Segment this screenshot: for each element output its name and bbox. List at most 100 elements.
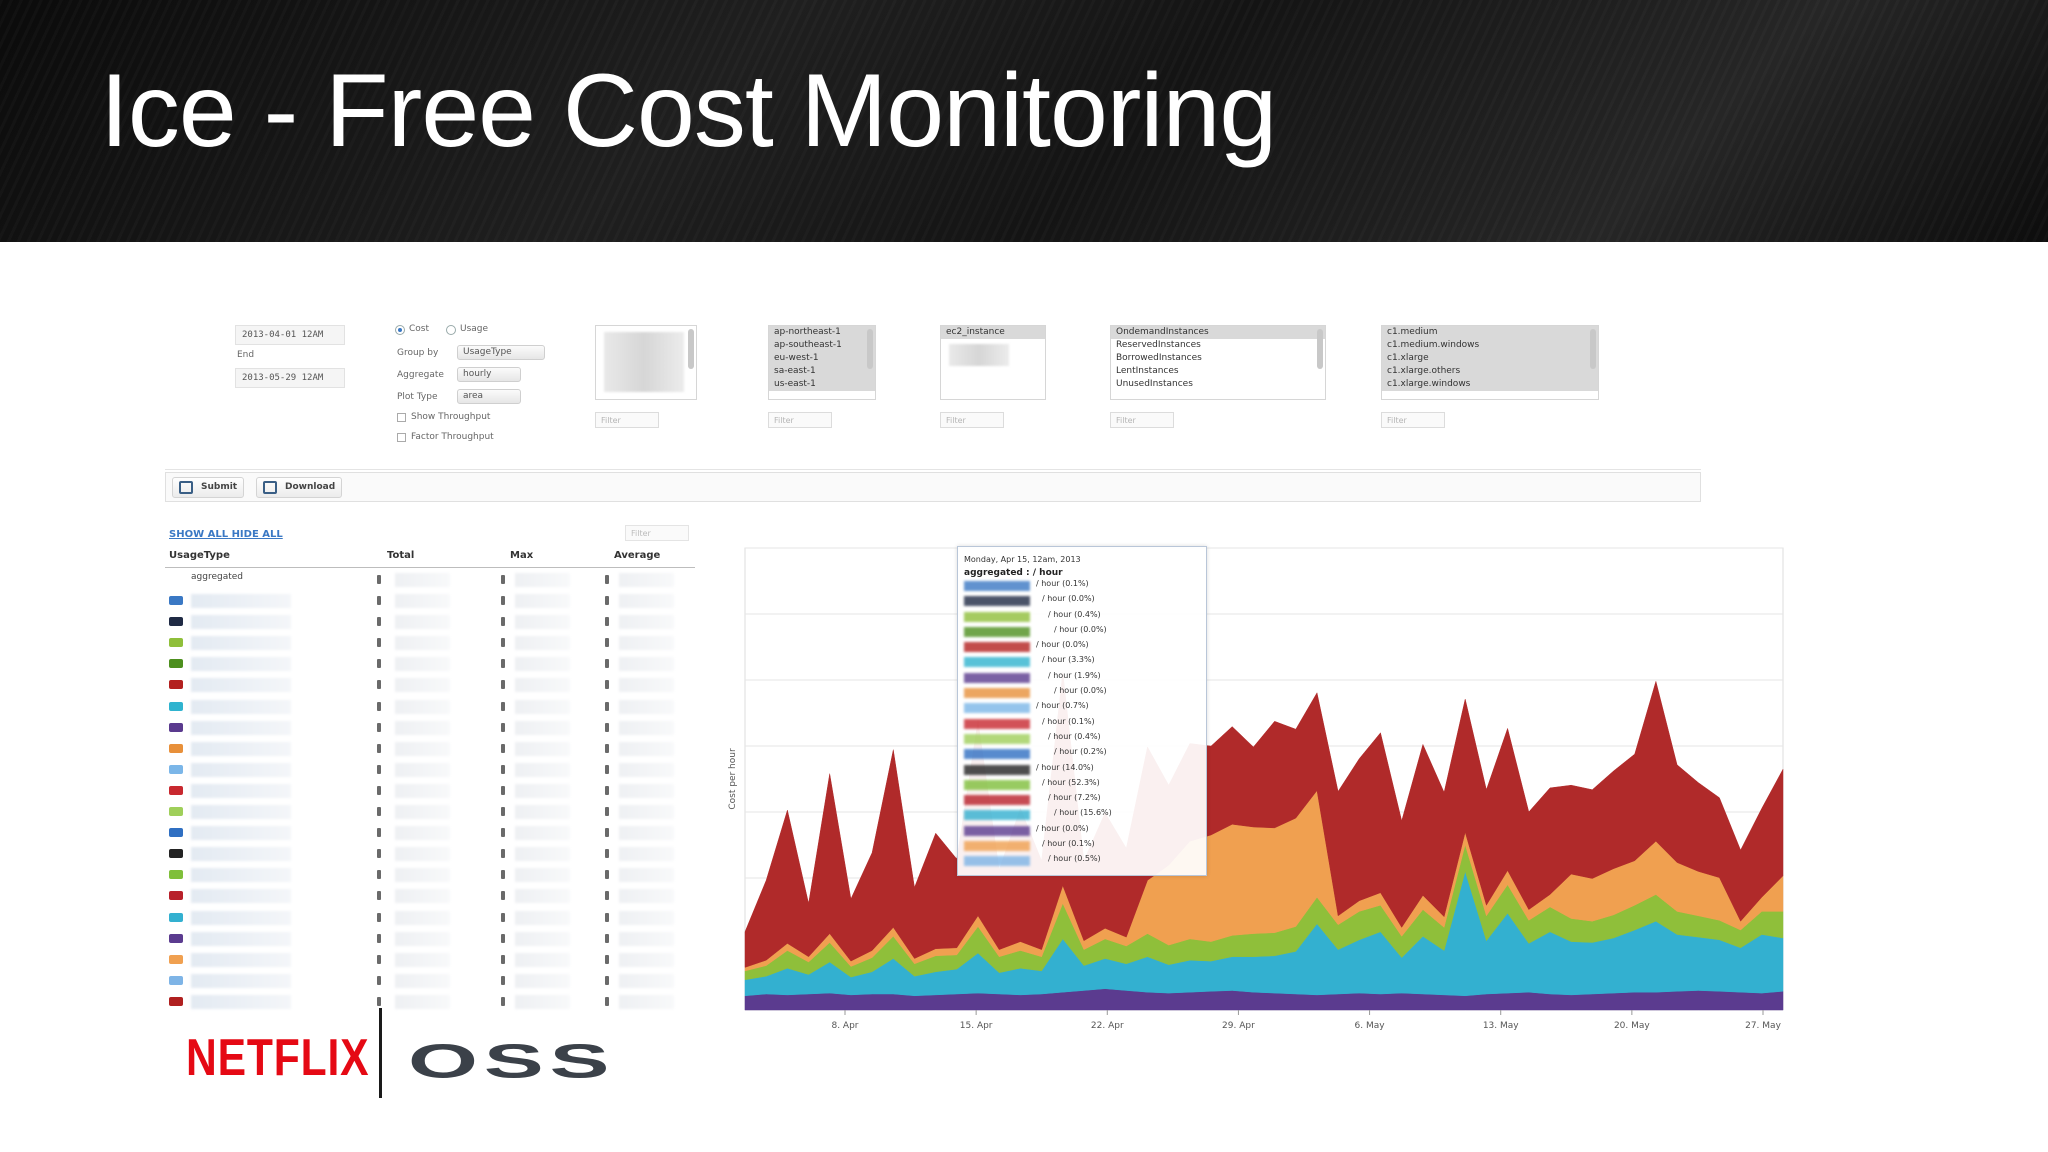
series-swatch[interactable] xyxy=(169,954,183,964)
legend-row[interactable] xyxy=(165,823,695,844)
region-option[interactable]: ap-northeast-1 xyxy=(769,326,875,339)
x-tick-label: 15. Apr xyxy=(960,1021,993,1031)
x-tick-label: 8. Apr xyxy=(831,1021,858,1031)
cost-radio[interactable] xyxy=(395,325,405,335)
series-swatch[interactable] xyxy=(169,975,183,985)
region-filter[interactable]: Filter xyxy=(768,412,832,428)
region-option[interactable]: ap-southeast-1 xyxy=(769,339,875,352)
region-option[interactable]: eu-west-1 xyxy=(769,352,875,365)
operation-option[interactable]: BorrowedInstances xyxy=(1111,352,1325,365)
col-average[interactable]: Average xyxy=(614,550,661,561)
show-throughput-checkbox[interactable] xyxy=(397,413,406,422)
legend-row[interactable] xyxy=(165,718,695,739)
operation-option[interactable]: OndemandInstances xyxy=(1111,326,1325,339)
redacted-cell xyxy=(515,594,570,608)
series-swatch[interactable] xyxy=(169,996,183,1006)
plot-type-select[interactable]: area xyxy=(457,389,521,404)
series-swatch[interactable] xyxy=(169,870,183,880)
arrow-icon xyxy=(605,807,609,816)
product-option[interactable]: ec2_instance xyxy=(941,326,1045,339)
legend-row-aggregated[interactable]: aggregated xyxy=(165,570,695,591)
series-swatch[interactable] xyxy=(169,912,183,922)
redacted-series-name xyxy=(964,764,1030,775)
start-date-field[interactable]: 2013-04-01 12AM xyxy=(235,325,345,345)
aggregate-select[interactable]: hourly xyxy=(457,367,521,382)
legend-row[interactable] xyxy=(165,929,695,950)
series-swatch[interactable] xyxy=(169,849,183,859)
redacted-cell xyxy=(515,762,570,777)
legend-row[interactable] xyxy=(165,633,695,654)
col-usagetype[interactable]: UsageType xyxy=(169,550,230,561)
legend-row[interactable] xyxy=(165,802,695,823)
series-swatch[interactable] xyxy=(169,807,183,816)
legend-row[interactable] xyxy=(165,697,695,718)
product-listbox[interactable]: ec2_instance xyxy=(940,325,1046,400)
usage-radio[interactable] xyxy=(446,325,456,335)
factor-throughput-checkbox[interactable] xyxy=(397,433,406,442)
usage-type-option[interactable]: c1.medium xyxy=(1382,326,1598,339)
legend-row[interactable] xyxy=(165,591,695,612)
legend-row[interactable] xyxy=(165,675,695,696)
arrow-icon xyxy=(377,954,381,964)
legend-row[interactable] xyxy=(165,886,695,907)
operation-filter[interactable]: Filter xyxy=(1110,412,1174,428)
legend-row[interactable] xyxy=(165,865,695,886)
legend-row[interactable] xyxy=(165,739,695,760)
series-swatch[interactable] xyxy=(169,596,183,605)
series-swatch[interactable] xyxy=(169,638,183,648)
operation-option[interactable]: ReservedInstances xyxy=(1111,339,1325,352)
usage-type-option[interactable]: c1.xlarge.others xyxy=(1382,365,1598,378)
legend-row[interactable] xyxy=(165,908,695,929)
operation-listbox[interactable]: OndemandInstances ReservedInstances Borr… xyxy=(1110,325,1326,400)
hide-all-link[interactable]: HIDE ALL xyxy=(231,529,283,540)
operation-scrollbar[interactable] xyxy=(1317,329,1323,369)
series-swatch[interactable] xyxy=(169,891,183,901)
redacted-series-name xyxy=(964,856,1030,867)
account-listbox[interactable] xyxy=(595,325,697,400)
product-filter[interactable]: Filter xyxy=(940,412,1004,428)
slide-title: Ice - Free Cost Monitoring xyxy=(100,53,1277,169)
series-swatch[interactable] xyxy=(169,722,183,732)
series-swatch[interactable] xyxy=(169,785,183,795)
legend-filter[interactable]: Filter xyxy=(625,525,689,541)
legend-row[interactable] xyxy=(165,781,695,802)
series-swatch[interactable] xyxy=(169,701,183,711)
group-by-select[interactable]: UsageType xyxy=(457,345,545,360)
usage-type-option[interactable]: c1.xlarge.windows xyxy=(1382,378,1598,391)
usage-type-option[interactable]: c1.medium.windows xyxy=(1382,339,1598,352)
legend-row[interactable] xyxy=(165,971,695,992)
operation-option[interactable]: LentInstances xyxy=(1111,365,1325,378)
end-date-field[interactable]: 2013-05-29 12AM xyxy=(235,368,345,388)
account-filter[interactable]: Filter xyxy=(595,412,659,428)
operation-option[interactable]: UnusedInstances xyxy=(1111,378,1325,391)
series-swatch[interactable] xyxy=(169,680,183,690)
tooltip-row-value: / hour (0.7%) xyxy=(1036,701,1089,711)
usage-type-listbox[interactable]: c1.medium c1.medium.windows c1.xlarge c1… xyxy=(1381,325,1599,400)
usage-type-option[interactable]: c1.xlarge xyxy=(1382,352,1598,365)
legend-row[interactable] xyxy=(165,950,695,971)
usage-type-scrollbar[interactable] xyxy=(1590,329,1596,369)
series-swatch[interactable] xyxy=(169,659,183,669)
region-listbox[interactable]: ap-northeast-1 ap-southeast-1 eu-west-1 … xyxy=(768,325,876,400)
region-option[interactable]: sa-east-1 xyxy=(769,365,875,378)
legend-row[interactable] xyxy=(165,844,695,865)
region-option[interactable]: us-east-1 xyxy=(769,378,875,391)
series-swatch[interactable] xyxy=(169,764,183,774)
series-swatch[interactable] xyxy=(169,617,183,627)
legend-row[interactable] xyxy=(165,612,695,633)
series-swatch[interactable] xyxy=(169,933,183,943)
submit-button[interactable]: Submit xyxy=(172,477,245,498)
series-swatch[interactable] xyxy=(169,828,183,838)
legend-row[interactable] xyxy=(165,654,695,675)
legend-row[interactable] xyxy=(165,760,695,781)
legend-row[interactable] xyxy=(165,992,695,1013)
col-max[interactable]: Max xyxy=(510,550,534,561)
show-all-link[interactable]: SHOW ALL xyxy=(169,529,229,540)
account-scrollbar[interactable] xyxy=(688,329,694,369)
usage-type-filter[interactable]: Filter xyxy=(1381,412,1445,428)
region-scrollbar[interactable] xyxy=(867,329,873,369)
col-total[interactable]: Total xyxy=(387,550,415,561)
download-button[interactable]: Download xyxy=(256,477,343,498)
series-swatch[interactable] xyxy=(169,743,183,753)
tooltip-row: / hour (7.2%) xyxy=(964,792,1200,807)
